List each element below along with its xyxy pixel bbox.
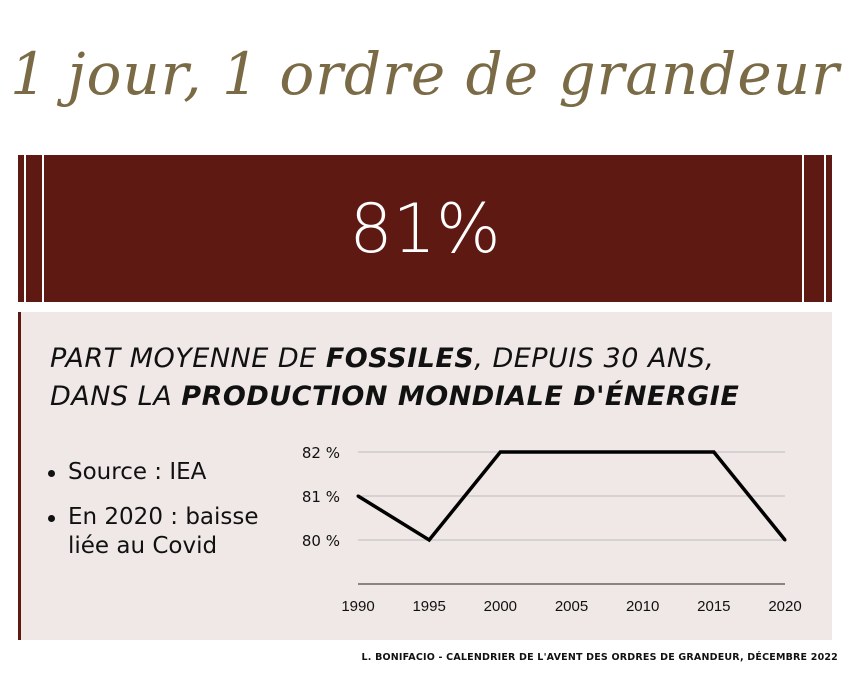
notes-list: Source : IEA En 2020 : baisse liée au Co…: [48, 458, 288, 577]
banner-stripe: [42, 155, 44, 302]
x-tick-label: 2005: [555, 598, 588, 615]
heading-emphasis: PRODUCTION MONDIALE D'ÉNERGIE: [181, 381, 740, 412]
footer-credit: L. BONIFACIO - CALENDRIER DE L'AVENT DES…: [361, 652, 838, 663]
heading-emphasis: FOSSILES: [325, 343, 475, 374]
heading-text: PART MOYENNE DE: [50, 343, 326, 374]
banner-stripe: [824, 155, 826, 302]
data-point: [498, 450, 502, 454]
x-tick-label: 1995: [412, 598, 445, 615]
x-tick-label: 2000: [484, 598, 517, 615]
x-tick-label: 2015: [697, 598, 730, 615]
list-item: Source : IEA: [48, 458, 288, 487]
data-point: [427, 538, 431, 542]
banner-stripe: [802, 155, 804, 302]
value-banner: [18, 155, 832, 302]
x-tick-label: 2010: [626, 598, 659, 615]
y-tick-label: 82 %: [302, 444, 340, 462]
data-point: [712, 450, 716, 454]
chart-heading: PART MOYENNE DE FOSSILES, DEPUIS 30 ANS,…: [50, 340, 830, 416]
data-point: [356, 494, 360, 498]
x-tick-label: 1990: [341, 598, 374, 615]
banner-stripe: [24, 155, 26, 302]
x-tick-label: 2020: [768, 598, 801, 615]
line-chart: 80 % 81 % 82 % 1990 1995 2000 2005 2010 2015 2020: [302, 444, 802, 615]
headline-value: 81%: [349, 190, 501, 269]
list-item: En 2020 : baisse liée au Covid: [48, 503, 288, 561]
data-point: [570, 450, 573, 454]
y-tick-label: 80 %: [302, 532, 340, 550]
data-point: [783, 538, 787, 542]
page-title: 1 jour, 1 ordre de grandeur: [10, 40, 840, 108]
content-panel: [18, 312, 832, 640]
heading-text: DANS LA: [50, 381, 182, 412]
y-tick-label: 81 %: [302, 488, 340, 506]
heading-text: , DEPUIS 30 ANS,: [474, 343, 715, 374]
data-point: [641, 450, 645, 454]
